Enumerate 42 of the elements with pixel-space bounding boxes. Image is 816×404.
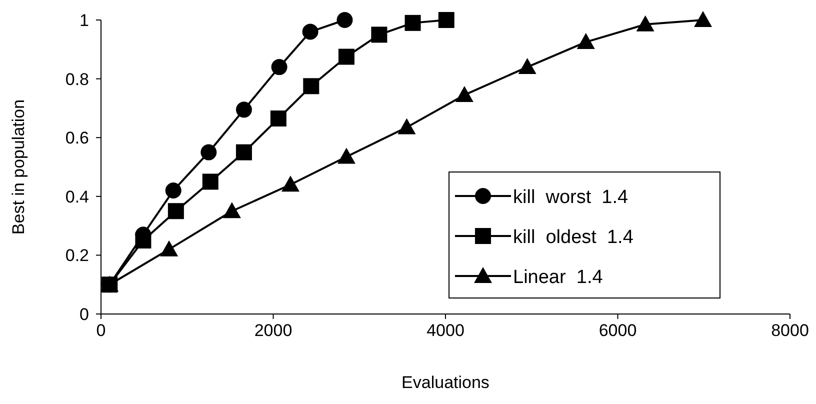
legend-label: kill worst 1.4 [513,187,629,208]
point [236,144,252,160]
point [270,110,286,126]
y-tick-label: 0 [80,305,89,324]
x-tick-label: 4000 [426,321,464,340]
y-tick-label: 0.4 [65,187,89,206]
y-tick-label: 0.8 [65,70,89,89]
point [165,182,182,199]
point [338,48,354,65]
point [576,33,595,50]
point [636,15,654,32]
point [404,14,421,31]
point [236,102,252,118]
point [160,240,178,256]
point [222,202,241,218]
point [336,12,353,28]
point [168,203,184,220]
x-tick-label: 2000 [254,321,292,340]
y-tick-label: 0.2 [65,246,89,266]
point [271,59,288,76]
point [303,78,320,94]
point [518,58,536,74]
legend-label: Linear 1.4 [513,267,604,288]
x-tick-label: 6000 [598,321,637,340]
point [135,232,152,248]
y-tick-label: 1 [80,11,89,30]
point [202,174,218,190]
point [302,24,318,40]
y-axis-title: Best in population [9,99,28,235]
x-tick-label: 8000 [771,321,809,340]
point [281,176,300,192]
point [200,144,217,160]
y-tick-label: 0.6 [65,128,89,148]
legend-label: kill oldest 1.4 [513,227,634,248]
point [337,148,356,164]
x-axis-title: Evaluations [402,373,490,392]
point [455,86,474,102]
point [694,11,712,27]
point [438,12,454,28]
point [398,118,416,134]
x-tick-label: 0 [96,321,106,340]
point [371,26,388,43]
